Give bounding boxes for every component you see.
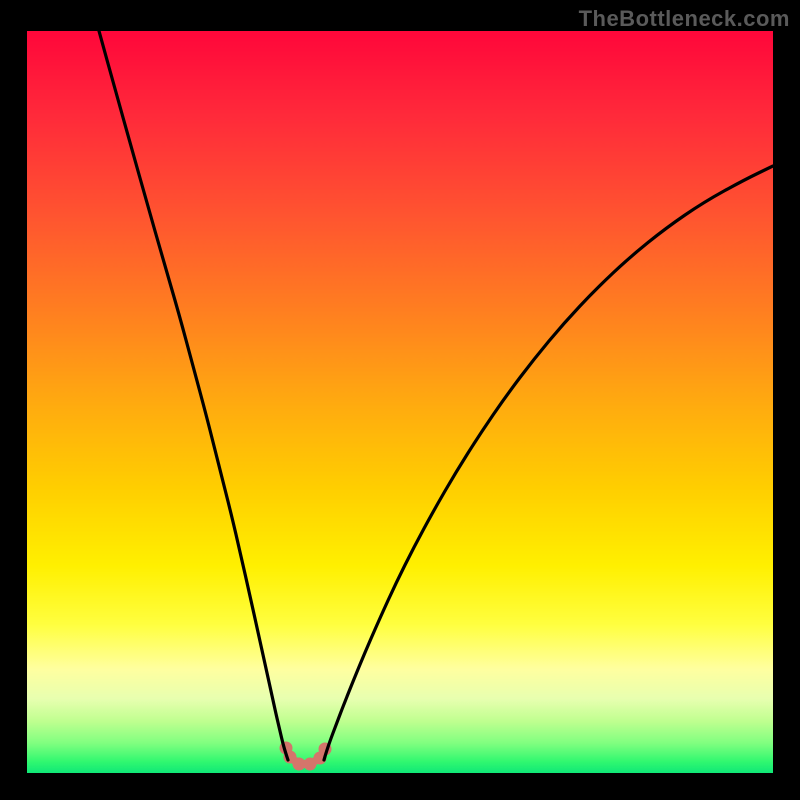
chart-plot-area	[27, 31, 773, 773]
left-curve	[99, 31, 288, 760]
bottleneck-curve	[27, 31, 773, 773]
watermark: TheBottleneck.com	[579, 6, 790, 32]
right-curve	[324, 166, 773, 760]
